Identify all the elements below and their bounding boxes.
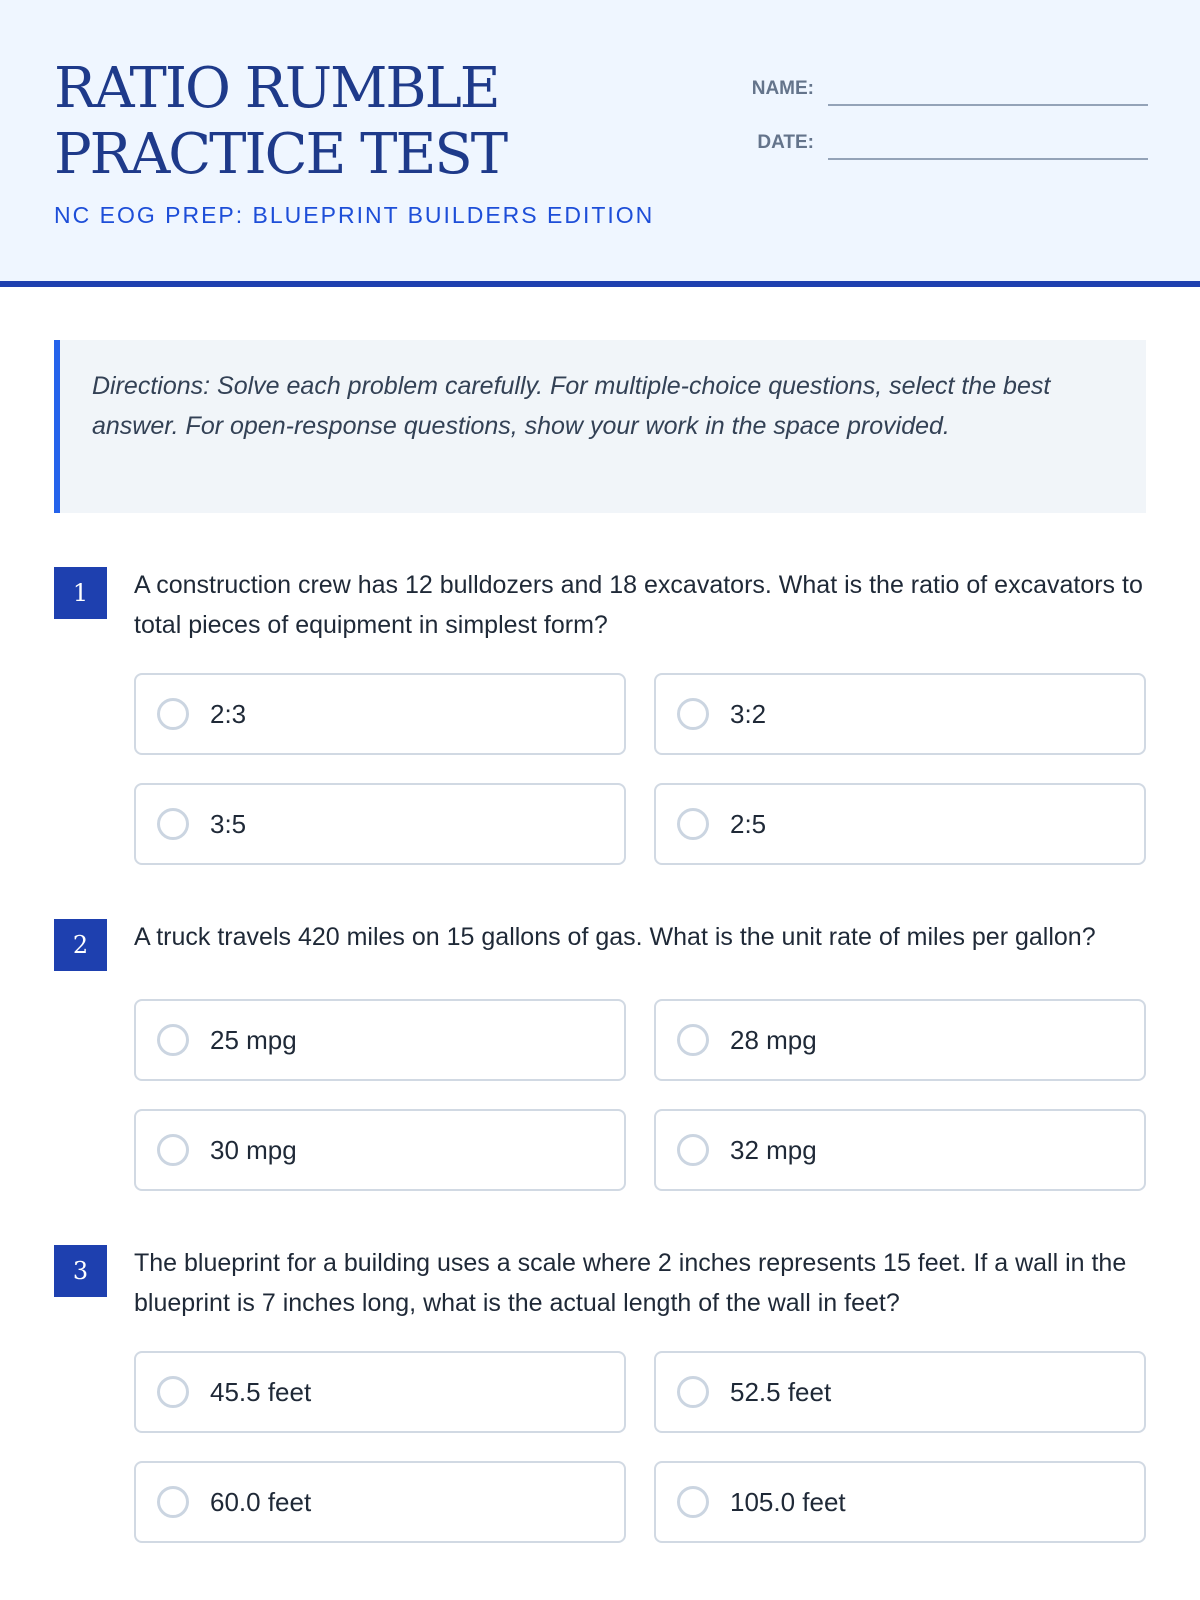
subtitle: NC EOG PREP: BLUEPRINT BUILDERS EDITION	[54, 202, 655, 228]
option-label: 2:5	[730, 808, 767, 839]
answer-option[interactable]: 32 mpg	[654, 1109, 1146, 1191]
student-fields: NAME: DATE:	[728, 58, 1148, 166]
answer-option[interactable]: 30 mpg	[134, 1109, 626, 1191]
question-text: The blueprint for a building uses a scal…	[134, 1249, 1127, 1317]
answer-option[interactable]: 3:2	[654, 673, 1146, 755]
question-2: 2 A truck travels 420 miles on 15 gallons…	[54, 917, 1146, 1191]
option-label: 32 mpg	[730, 1134, 817, 1165]
question-text: A construction crew has 12 bulldozers an…	[134, 571, 1143, 639]
answer-options: 2:3 3:2 3:5 2:5	[134, 673, 1146, 865]
answer-option[interactable]: 25 mpg	[134, 999, 626, 1081]
option-label: 45.5 feet	[210, 1376, 312, 1407]
question-number-badge: 1	[54, 567, 107, 619]
option-label: 25 mpg	[210, 1024, 297, 1055]
answer-option[interactable]: 105.0 feet	[654, 1461, 1146, 1543]
radio-button-icon[interactable]	[677, 698, 709, 730]
header: RATIO RUMBLE PRACTICE TEST NC EOG PREP: …	[0, 0, 1200, 287]
option-label: 3:5	[210, 808, 247, 839]
radio-button-icon[interactable]	[157, 1486, 189, 1518]
option-label: 2:3	[210, 698, 247, 729]
answer-option[interactable]: 28 mpg	[654, 999, 1146, 1081]
option-label: 52.5 feet	[730, 1376, 832, 1407]
option-label: 3:2	[730, 698, 767, 729]
question-1: 1 A construction crew has 12 bulldozers a…	[54, 565, 1146, 865]
question-3: 3 The blueprint for a building uses a sca…	[54, 1243, 1146, 1543]
answer-option[interactable]: 60.0 feet	[134, 1461, 626, 1543]
radio-button-icon[interactable]	[677, 808, 709, 840]
title-line-1: RATIO RUMBLE	[54, 56, 501, 121]
question-text: A truck travels 420 miles on 15 gallons …	[134, 923, 1096, 951]
answer-option[interactable]: 45.5 feet	[134, 1351, 626, 1433]
name-field[interactable]	[828, 72, 1148, 106]
option-label: 28 mpg	[730, 1024, 817, 1055]
radio-button-icon[interactable]	[157, 698, 189, 730]
answer-option[interactable]: 2:5	[654, 783, 1146, 865]
question-number-badge: 2	[54, 919, 107, 971]
name-label: NAME:	[751, 78, 814, 99]
date-label: DATE:	[757, 132, 814, 153]
page-title: RATIO RUMBLE PRACTICE TEST	[54, 56, 694, 188]
answer-option[interactable]: 2:3	[134, 673, 626, 755]
radio-button-icon[interactable]	[677, 1024, 709, 1056]
answer-option[interactable]: 52.5 feet	[654, 1351, 1146, 1433]
answer-options: 25 mpg 28 mpg 30 mpg 32 mpg	[134, 999, 1146, 1191]
directions: Directions: Solve each problem carefully…	[54, 340, 1146, 513]
option-label: 105.0 feet	[730, 1486, 846, 1517]
radio-button-icon[interactable]	[157, 808, 189, 840]
question-number-badge: 3	[54, 1245, 107, 1297]
radio-button-icon[interactable]	[677, 1134, 709, 1166]
date-field[interactable]	[828, 126, 1148, 160]
radio-button-icon[interactable]	[157, 1024, 189, 1056]
radio-button-icon[interactable]	[157, 1134, 189, 1166]
answer-option[interactable]: 3:5	[134, 783, 626, 865]
radio-button-icon[interactable]	[157, 1376, 189, 1408]
radio-button-icon[interactable]	[677, 1376, 709, 1408]
title-line-2: PRACTICE TEST	[54, 122, 508, 187]
option-label: 30 mpg	[210, 1134, 297, 1165]
answer-options: 45.5 feet 52.5 feet 60.0 feet 105.0 feet	[134, 1351, 1146, 1543]
radio-button-icon[interactable]	[677, 1486, 709, 1518]
option-label: 60.0 feet	[210, 1486, 312, 1517]
